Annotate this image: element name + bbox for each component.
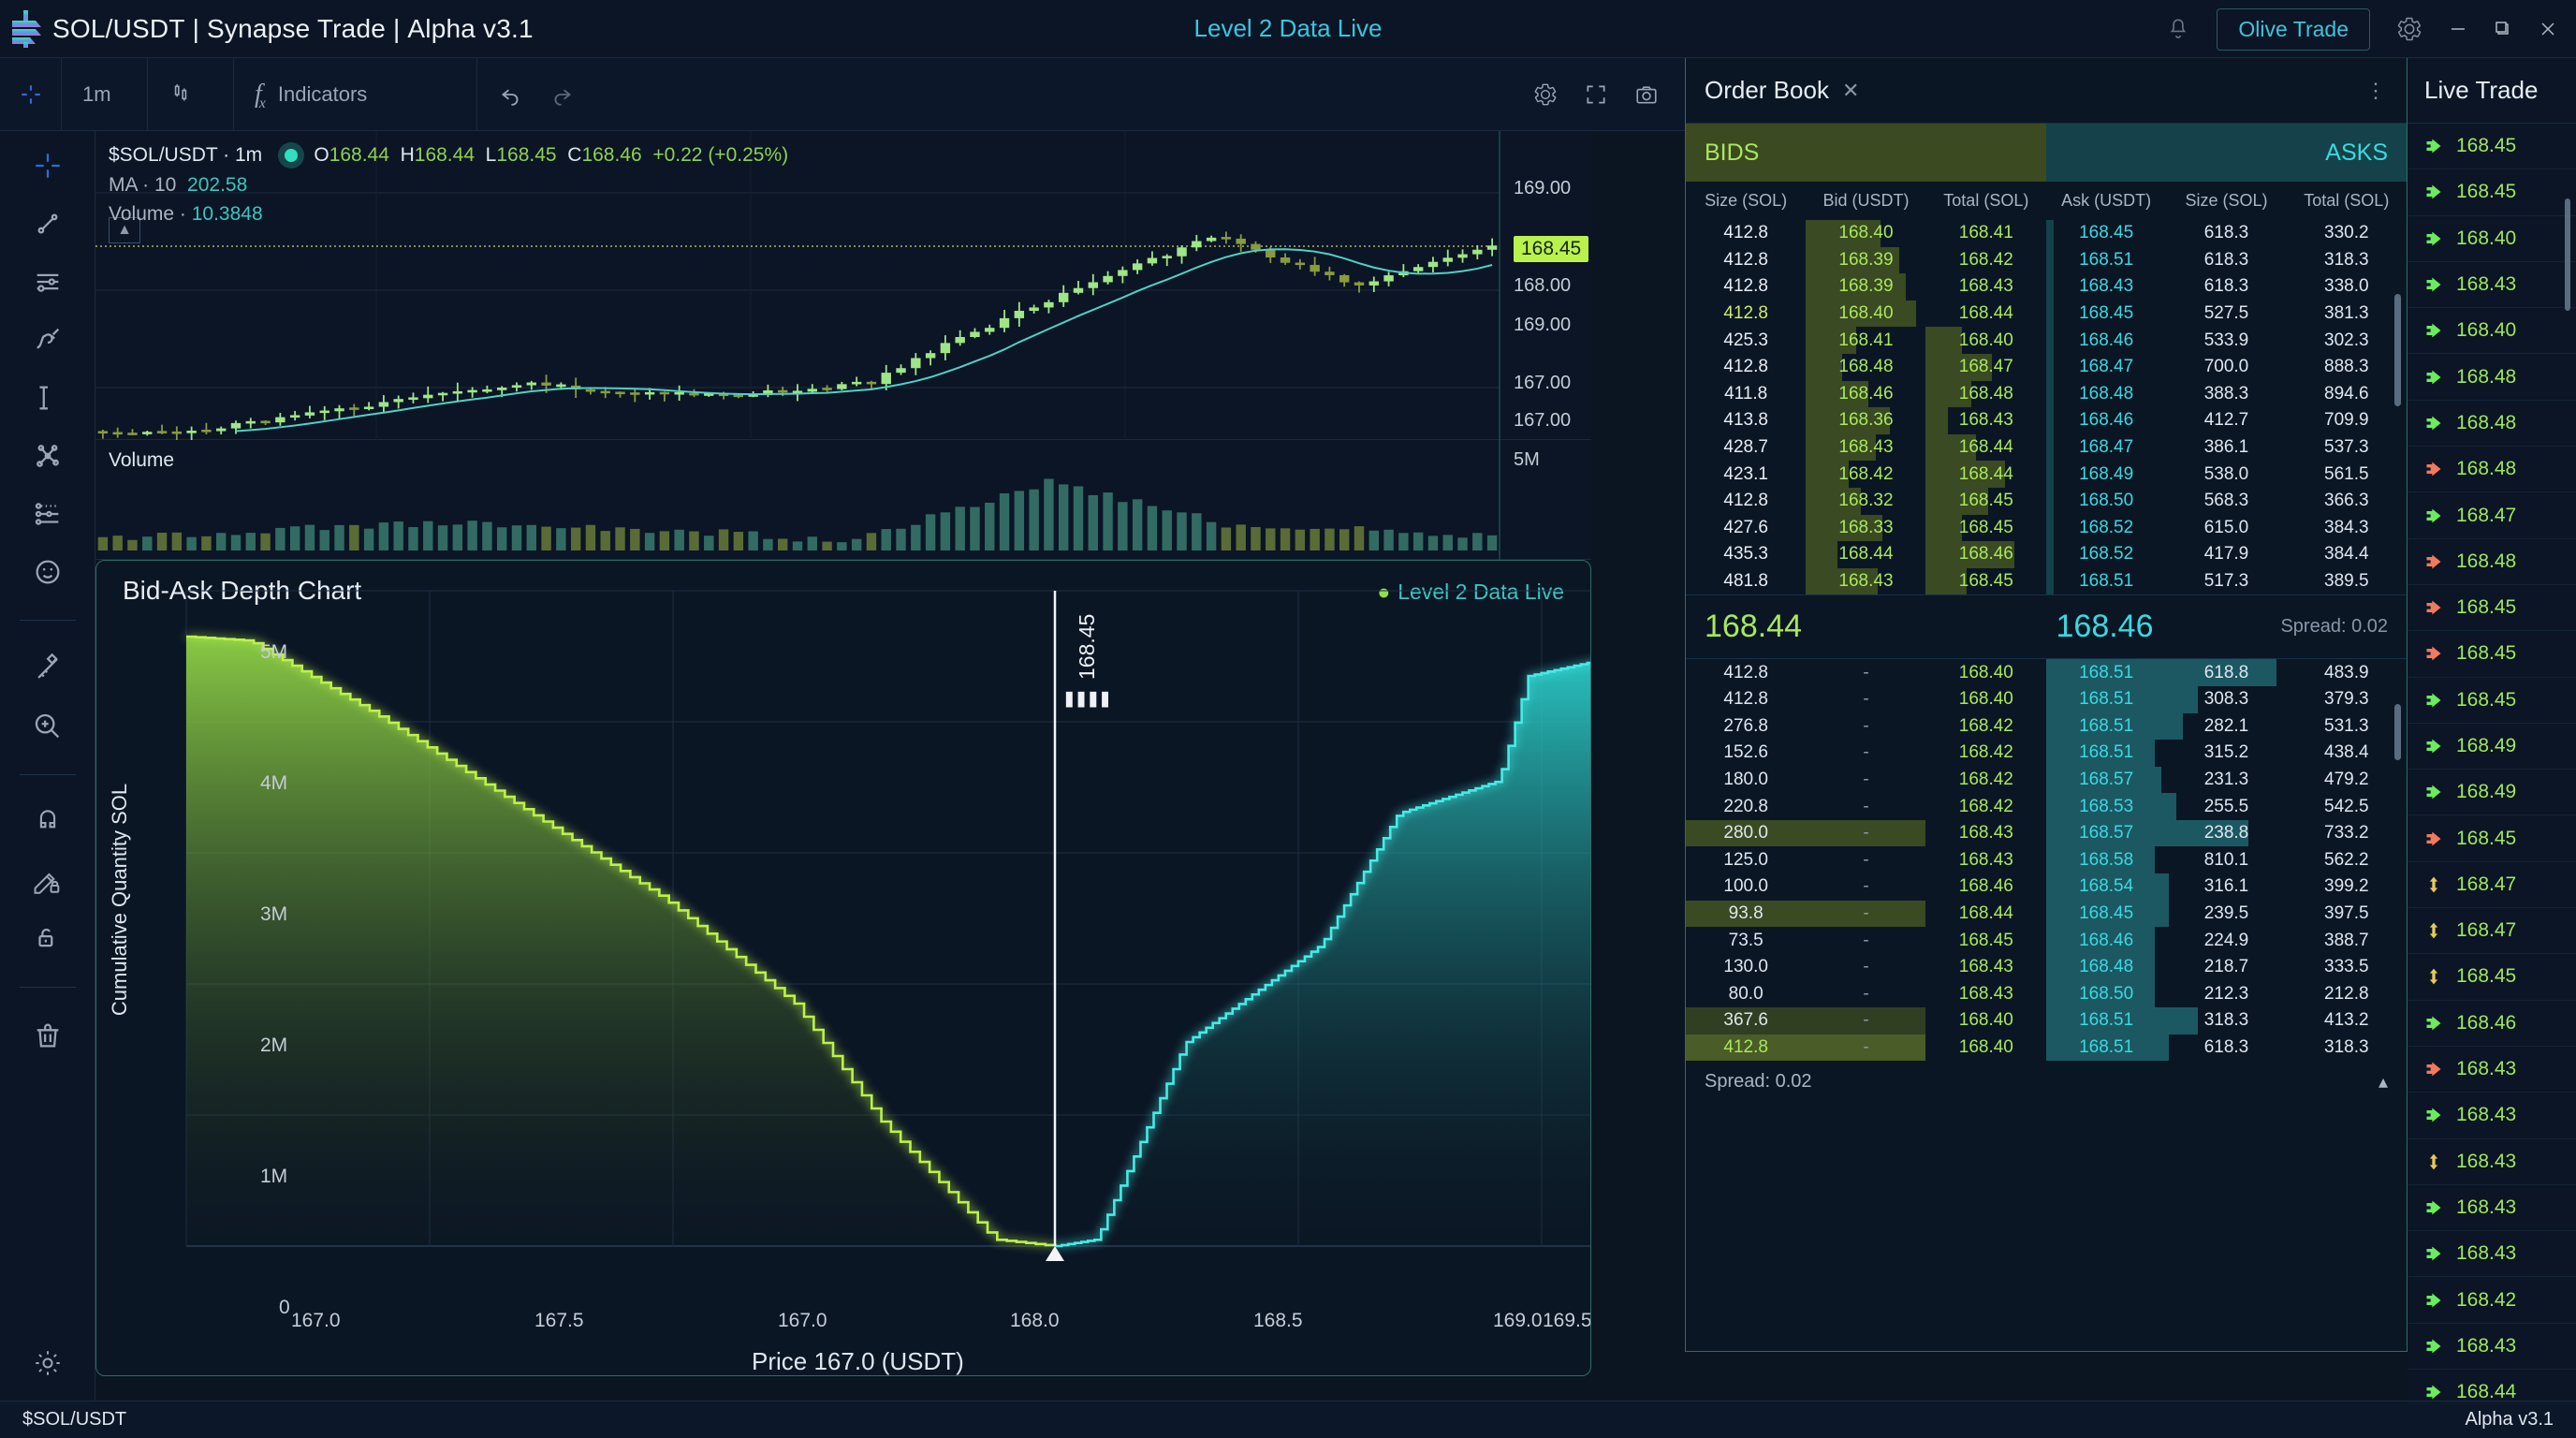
svg-text:168.45: 168.45 (1075, 614, 1099, 680)
